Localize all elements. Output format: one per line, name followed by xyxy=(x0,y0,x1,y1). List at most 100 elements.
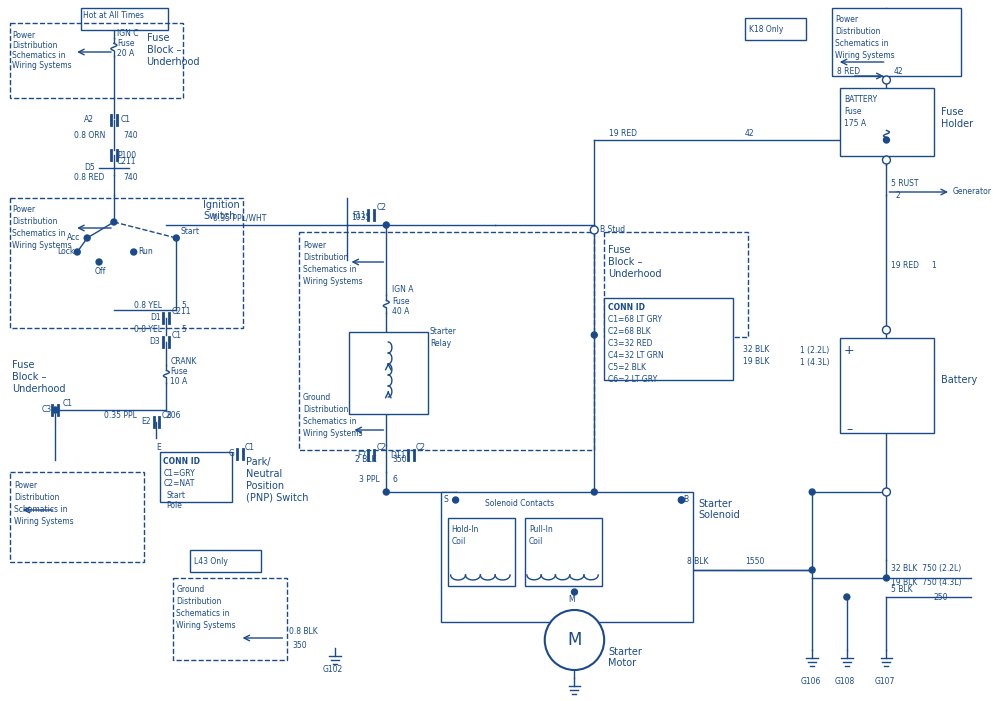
Text: Fuse: Fuse xyxy=(941,107,963,117)
Text: P100: P100 xyxy=(117,151,136,160)
Text: C2=68 BLK: C2=68 BLK xyxy=(608,327,651,336)
Text: C1: C1 xyxy=(62,400,72,409)
Text: 5 RUST: 5 RUST xyxy=(891,179,919,187)
Text: Fuse: Fuse xyxy=(608,245,631,255)
Text: E2: E2 xyxy=(141,418,151,426)
Circle shape xyxy=(591,332,597,338)
Text: D5: D5 xyxy=(84,163,95,172)
Text: G107: G107 xyxy=(875,677,895,686)
Circle shape xyxy=(96,259,102,265)
Text: 42: 42 xyxy=(745,128,754,137)
Circle shape xyxy=(882,76,890,84)
Text: Underhood: Underhood xyxy=(147,57,200,67)
Text: Schematics in: Schematics in xyxy=(12,229,65,238)
Text: Power: Power xyxy=(14,480,37,489)
Text: Power: Power xyxy=(835,15,858,25)
Circle shape xyxy=(882,156,890,164)
Text: Wiring Systems: Wiring Systems xyxy=(303,430,363,439)
Text: Lock: Lock xyxy=(57,247,75,257)
Text: –: – xyxy=(847,423,853,437)
Text: 1 (2.2L): 1 (2.2L) xyxy=(800,346,830,355)
Text: Switch: Switch xyxy=(203,211,235,221)
Text: C6=2 LT GRY: C6=2 LT GRY xyxy=(608,376,657,385)
Bar xyxy=(190,550,261,572)
Bar xyxy=(441,492,693,622)
Text: Schematics in: Schematics in xyxy=(303,418,357,426)
Text: Coil: Coil xyxy=(452,538,466,547)
Text: 8 BLK: 8 BLK xyxy=(687,557,709,566)
Text: Ignition: Ignition xyxy=(203,200,240,210)
Text: Block –: Block – xyxy=(147,45,181,55)
Text: D11: D11 xyxy=(391,451,406,459)
Text: C4=32 LT GRN: C4=32 LT GRN xyxy=(608,351,664,360)
Bar xyxy=(10,23,183,98)
Text: Starter: Starter xyxy=(430,327,457,336)
Bar xyxy=(832,8,961,76)
Text: Wiring Systems: Wiring Systems xyxy=(303,276,363,285)
Text: 1: 1 xyxy=(931,261,936,269)
Text: C211: C211 xyxy=(117,158,136,167)
Text: 32 BLK  750 (2.2L): 32 BLK 750 (2.2L) xyxy=(891,564,962,573)
Text: CONN ID: CONN ID xyxy=(163,458,200,466)
Circle shape xyxy=(809,489,815,495)
Text: F11: F11 xyxy=(353,210,366,219)
Bar xyxy=(448,518,515,586)
Text: Wiring Systems: Wiring Systems xyxy=(12,242,72,250)
Bar xyxy=(604,232,748,337)
Text: 0.8 YEL: 0.8 YEL xyxy=(134,301,162,310)
Circle shape xyxy=(383,222,389,228)
Text: Power: Power xyxy=(303,240,326,250)
Text: Starter: Starter xyxy=(608,647,642,657)
Text: Schematics in: Schematics in xyxy=(835,39,888,48)
Text: 0.35 PPL: 0.35 PPL xyxy=(104,411,137,421)
Text: 32 BLK: 32 BLK xyxy=(743,346,769,355)
Text: Relay: Relay xyxy=(430,339,451,348)
Text: G102: G102 xyxy=(323,665,343,674)
Text: 40 A: 40 A xyxy=(392,308,410,316)
Bar xyxy=(745,18,806,40)
Text: M: M xyxy=(567,631,582,649)
Text: Fuse: Fuse xyxy=(117,39,134,48)
Text: Start: Start xyxy=(166,491,185,500)
Text: Distribution: Distribution xyxy=(835,27,880,36)
Text: Solenoid: Solenoid xyxy=(698,510,740,520)
Text: Hot at All Times: Hot at All Times xyxy=(83,11,144,20)
Text: 250: 250 xyxy=(933,592,948,601)
Circle shape xyxy=(591,489,597,495)
Text: Distribution: Distribution xyxy=(176,597,222,606)
Text: Fuse: Fuse xyxy=(170,367,188,376)
Text: M: M xyxy=(569,596,575,604)
Text: Run: Run xyxy=(139,247,153,257)
Text: 3 PPL: 3 PPL xyxy=(359,475,379,484)
Text: C1=GRY: C1=GRY xyxy=(163,468,195,477)
Circle shape xyxy=(383,489,389,495)
Text: 5: 5 xyxy=(181,325,186,334)
Text: 806: 806 xyxy=(166,411,181,421)
Text: Hold-In: Hold-In xyxy=(452,526,479,534)
Text: C3: C3 xyxy=(41,405,52,414)
Text: 5 BLK: 5 BLK xyxy=(891,585,913,594)
Text: 42: 42 xyxy=(893,67,903,76)
Text: BATTERY: BATTERY xyxy=(844,95,877,104)
Text: Position: Position xyxy=(246,481,284,491)
Circle shape xyxy=(678,497,684,503)
Text: +: + xyxy=(844,343,854,357)
Text: Schematics in: Schematics in xyxy=(14,505,67,514)
Circle shape xyxy=(111,219,117,225)
Text: C211: C211 xyxy=(171,308,191,316)
Circle shape xyxy=(882,488,890,496)
Text: Distribution: Distribution xyxy=(303,252,348,261)
Text: 740: 740 xyxy=(124,174,138,182)
Text: Generator: Generator xyxy=(953,187,992,196)
Text: C2=NAT: C2=NAT xyxy=(163,479,195,489)
Text: Schematics in: Schematics in xyxy=(303,264,357,273)
Text: Schematics in: Schematics in xyxy=(176,609,230,618)
Text: IGN C: IGN C xyxy=(117,29,138,39)
Text: 0.8 ORN: 0.8 ORN xyxy=(74,132,106,140)
Text: Power: Power xyxy=(12,31,35,39)
Text: Ground: Ground xyxy=(176,585,205,594)
Text: Distribution: Distribution xyxy=(303,405,348,414)
Text: Underhood: Underhood xyxy=(12,384,65,394)
Text: 0.8 BLK: 0.8 BLK xyxy=(289,627,318,637)
Text: B Stud: B Stud xyxy=(600,226,625,235)
